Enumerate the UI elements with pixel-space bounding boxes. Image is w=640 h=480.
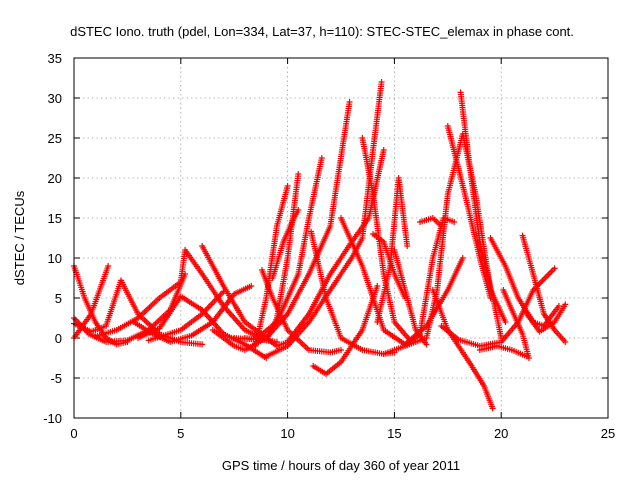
data-series xyxy=(391,247,430,348)
y-tick-label: 15 xyxy=(48,211,62,226)
plot-frame xyxy=(73,57,609,419)
data-point-marker xyxy=(562,339,569,345)
data-series xyxy=(523,301,569,335)
data-point-marker xyxy=(318,155,325,161)
data-series xyxy=(258,267,344,356)
data-point-marker xyxy=(295,207,302,213)
data-point-marker xyxy=(380,147,387,153)
chart-title: dSTEC Iono. truth (pdel, Lon=334, Lat=37… xyxy=(70,24,574,39)
data-point-marker xyxy=(523,353,530,360)
data-series xyxy=(417,215,445,229)
data-point-marker xyxy=(248,283,255,289)
data-series xyxy=(263,79,385,360)
data-series xyxy=(135,293,270,361)
data-point-marker xyxy=(459,255,466,261)
data-point-marker xyxy=(295,171,302,177)
data-point-marker xyxy=(487,295,494,301)
y-tick-label: 0 xyxy=(55,331,62,346)
data-point-marker xyxy=(199,341,206,348)
data-point-marker xyxy=(378,79,385,85)
data-point-marker xyxy=(338,347,344,353)
data-point-marker xyxy=(423,341,430,348)
data-series xyxy=(402,215,458,349)
data-point-marker xyxy=(502,319,509,325)
axis-ticks: 0 5 10 15 20 25 -10 -5 0 5 10 15 20 25 30 35 xyxy=(43,51,615,441)
data-point-marker xyxy=(555,303,562,309)
data-series xyxy=(308,228,398,357)
x-tick-label: 5 xyxy=(177,426,184,441)
data-series xyxy=(252,183,291,349)
data-point-marker xyxy=(562,301,569,308)
data-series xyxy=(145,288,227,344)
y-tick-label: 25 xyxy=(48,131,62,146)
y-tick-label: -5 xyxy=(50,371,62,386)
data-point-marker xyxy=(438,223,445,229)
data-series xyxy=(519,232,569,345)
y-axis-label: dSTEC / TECUs xyxy=(12,190,27,285)
data-series xyxy=(71,263,112,341)
data-point-marker xyxy=(489,405,496,412)
data-point-marker xyxy=(374,283,381,289)
data-series xyxy=(500,287,532,361)
data-series xyxy=(199,243,280,349)
data-series xyxy=(338,215,466,348)
y-tick-label: -10 xyxy=(43,411,62,426)
x-tick-label: 15 xyxy=(387,426,401,441)
data-series xyxy=(476,343,530,360)
x-tick-label: 20 xyxy=(494,426,508,441)
y-tick-label: 5 xyxy=(55,291,62,306)
data-series xyxy=(457,89,505,341)
data-point-marker xyxy=(346,99,353,105)
data-point-marker xyxy=(404,243,411,249)
x-tick-label: 25 xyxy=(601,426,615,441)
x-axis-label: GPS time / hours of day 360 of year 2011 xyxy=(222,458,460,473)
x-tick-label: 10 xyxy=(280,426,294,441)
x-tick-label: 0 xyxy=(70,426,77,441)
y-tick-label: 10 xyxy=(48,251,62,266)
data-point-marker xyxy=(105,263,112,269)
data-series xyxy=(429,287,496,412)
data-point-marker xyxy=(284,183,291,189)
y-tick-label: 35 xyxy=(48,51,62,66)
data-markers xyxy=(71,79,569,412)
data-point-marker xyxy=(551,265,558,272)
data-point-marker xyxy=(451,219,458,225)
data-series xyxy=(444,123,494,301)
data-point-marker xyxy=(498,335,505,341)
y-tick-label: 30 xyxy=(48,91,62,106)
data-series xyxy=(269,207,302,281)
data-series xyxy=(374,175,411,325)
y-tick-label: 20 xyxy=(48,171,62,186)
